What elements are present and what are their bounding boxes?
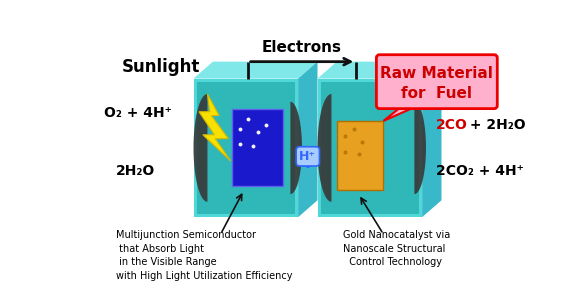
Text: Gold Nanocatalyst via
Nanoscale Structural
  Control Technology: Gold Nanocatalyst via Nanoscale Structur… bbox=[343, 230, 450, 268]
Text: H⁺: H⁺ bbox=[299, 150, 316, 163]
Polygon shape bbox=[199, 94, 231, 161]
Polygon shape bbox=[321, 82, 419, 214]
Polygon shape bbox=[232, 109, 282, 186]
Polygon shape bbox=[194, 79, 298, 217]
Text: Sunlight: Sunlight bbox=[122, 58, 200, 76]
FancyBboxPatch shape bbox=[376, 55, 497, 109]
Text: Raw Material
for  Fuel: Raw Material for Fuel bbox=[380, 66, 493, 101]
Polygon shape bbox=[414, 102, 426, 194]
Polygon shape bbox=[383, 105, 419, 121]
Polygon shape bbox=[318, 94, 332, 202]
Text: 2H₂O: 2H₂O bbox=[116, 164, 155, 178]
Polygon shape bbox=[194, 62, 318, 79]
Polygon shape bbox=[318, 62, 441, 79]
Polygon shape bbox=[318, 79, 422, 217]
Polygon shape bbox=[291, 102, 302, 194]
Text: O₂ + 4H⁺: O₂ + 4H⁺ bbox=[104, 106, 172, 120]
Polygon shape bbox=[197, 82, 295, 214]
Polygon shape bbox=[298, 62, 318, 217]
Text: Electrons: Electrons bbox=[262, 40, 342, 55]
Polygon shape bbox=[337, 121, 383, 190]
Text: 2CO₂ + 4H⁺: 2CO₂ + 4H⁺ bbox=[436, 164, 524, 178]
Polygon shape bbox=[422, 62, 441, 217]
Text: 2CO: 2CO bbox=[436, 118, 468, 132]
Text: + 2H₂O: + 2H₂O bbox=[465, 118, 525, 132]
Text: Multijunction Semiconductor
 that Absorb Light
 in the Visible Range
with High L: Multijunction Semiconductor that Absorb … bbox=[116, 230, 292, 281]
Polygon shape bbox=[194, 94, 207, 202]
